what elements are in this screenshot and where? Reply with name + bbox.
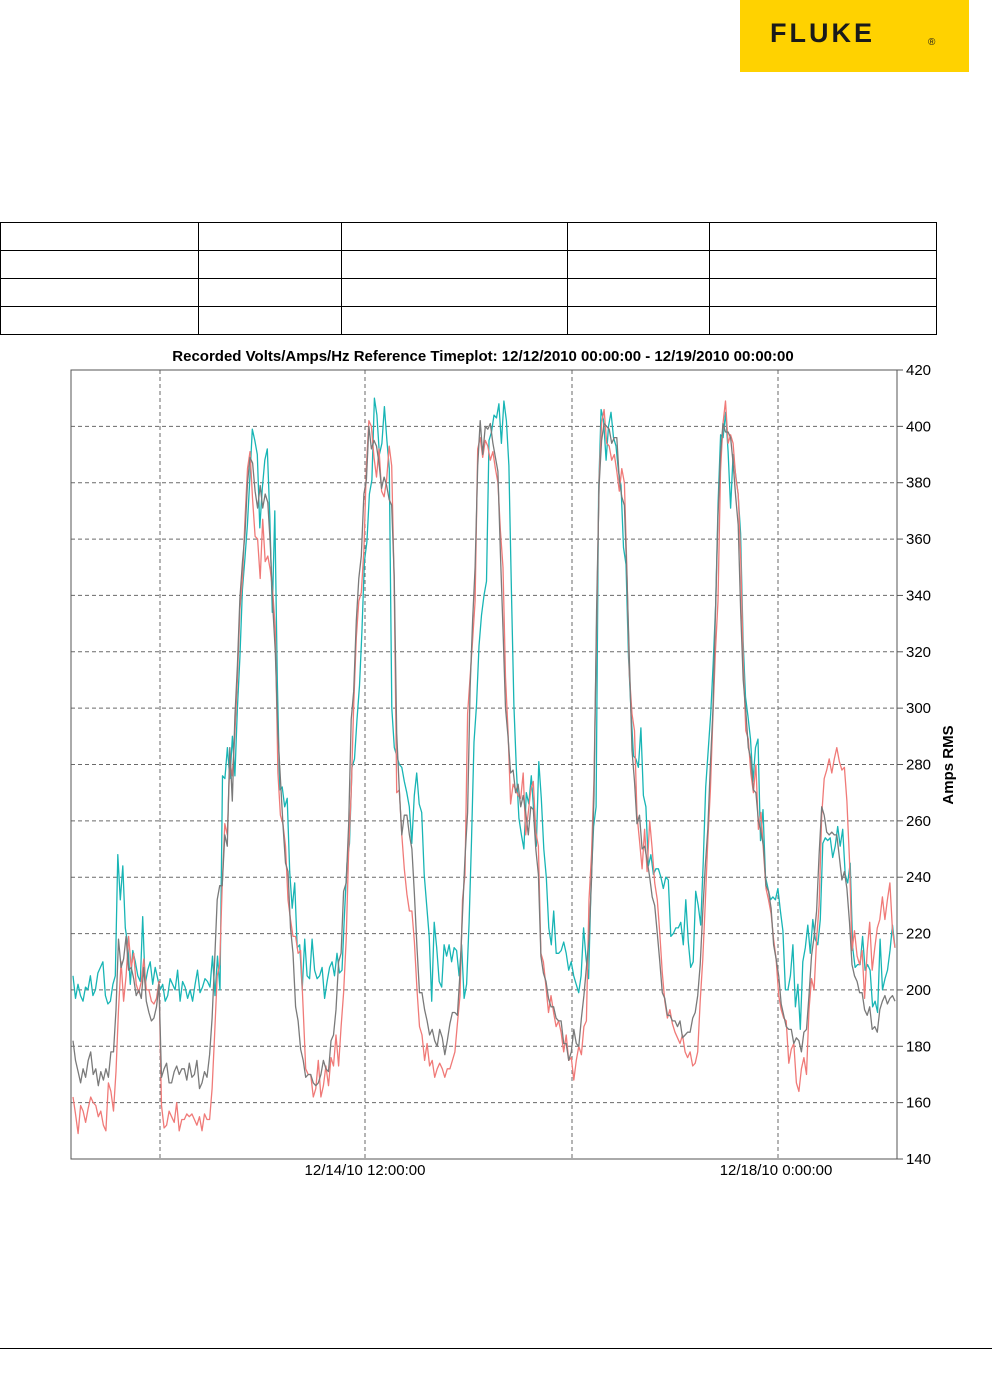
table-row [0, 306, 937, 335]
y-tick-label: 140 [906, 1151, 931, 1168]
series-gray-line [72, 420, 896, 1090]
y-tick-label: 380 [906, 475, 931, 492]
chart-title: Recorded Volts/Amps/Hz Reference Timeplo… [172, 348, 794, 365]
table-cell [567, 278, 710, 307]
y-tick-label: 220 [906, 926, 931, 943]
timeplot-chart: 140 160 180 200 220 240 260 280 300 320 340 360 380 4… [70, 362, 957, 1179]
info-table [0, 222, 937, 335]
y-tick-label: 180 [906, 1038, 931, 1055]
table-cell [709, 278, 937, 307]
registered-mark: ® [928, 37, 936, 48]
logo-wordmark: FLUKE [770, 18, 875, 48]
x-tick-label: 12/14/10 12:00:00 [305, 1162, 426, 1179]
table-cell [341, 306, 568, 335]
fluke-logo: FLUKE ® [740, 0, 969, 72]
y-tick-label: 240 [906, 869, 931, 886]
y-tick-label: 160 [906, 1095, 931, 1112]
y-tick-label: 400 [906, 418, 931, 435]
y-tick-label: 420 [906, 362, 931, 379]
y-tick-label: 300 [906, 700, 931, 717]
table-cell [0, 306, 199, 335]
table-cell [567, 250, 710, 279]
y-tick-label: 340 [906, 587, 931, 604]
table-cell [341, 250, 568, 279]
y-tick-label: 260 [906, 813, 931, 830]
table-cell [709, 306, 937, 335]
y-tick-label: 280 [906, 757, 931, 774]
table-cell [341, 222, 568, 251]
table-cell [567, 306, 710, 335]
table-cell [0, 222, 199, 251]
series-salmon-line [72, 400, 896, 1135]
y-tick-label: 200 [906, 982, 931, 999]
series-teal-line [72, 397, 896, 1031]
y-axis-label: Amps RMS [940, 725, 957, 804]
y-tick-label: 320 [906, 644, 931, 661]
x-tick-label: 12/18/10 0:00:00 [720, 1162, 833, 1179]
footer-rule [0, 1348, 992, 1349]
table-cell [709, 250, 937, 279]
table-cell [198, 306, 342, 335]
table-cell [198, 278, 342, 307]
y-tick-label: 360 [906, 531, 931, 548]
